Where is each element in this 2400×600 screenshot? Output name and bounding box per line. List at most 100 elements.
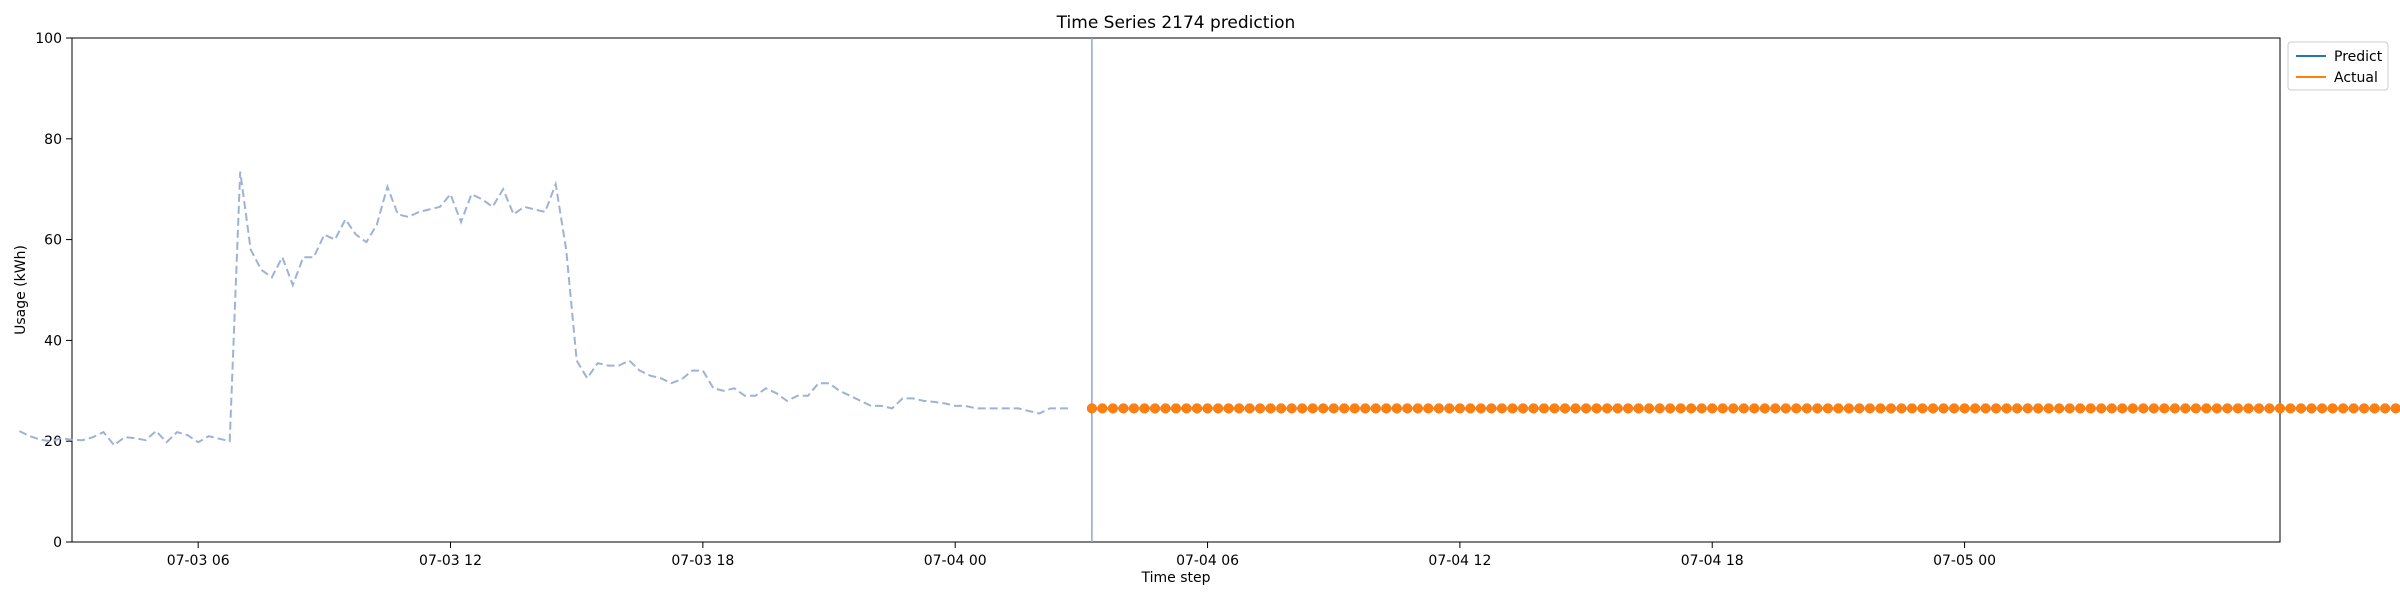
data-point: [2001, 403, 2012, 414]
data-point: [2169, 403, 2180, 414]
data-point: [1465, 403, 1476, 414]
data-point: [1738, 403, 1749, 414]
data-point: [2138, 403, 2149, 414]
data-point: [2264, 403, 2275, 414]
series-actual: [1086, 403, 2400, 414]
x-tick-label: 07-03 06: [167, 553, 230, 569]
history-line: [18, 171, 1071, 447]
y-tick-label: 60: [44, 233, 62, 249]
data-point: [1433, 403, 1444, 414]
data-point: [1118, 403, 1129, 414]
data-point: [1171, 403, 1181, 414]
data-point: [1696, 403, 1707, 414]
data-point: [1896, 403, 1907, 414]
chart-title: Time Series 2174 prediction: [1056, 13, 1296, 33]
data-point: [1518, 403, 1528, 414]
data-point: [1507, 403, 1518, 414]
data-point: [1528, 403, 1539, 414]
data-point: [1444, 403, 1455, 414]
data-point: [1423, 403, 1434, 414]
data-point: [1907, 403, 1917, 414]
data-point: [2232, 403, 2243, 414]
data-point: [2075, 403, 2086, 414]
x-axis: 07-03 06 07-03 12 07-03 18 07-04 00 07-04 06…: [167, 542, 1996, 569]
x-tick-label: 07-04 06: [1176, 553, 1239, 569]
data-point: [2148, 403, 2159, 414]
data-point: [1349, 403, 1360, 414]
data-point: [2338, 403, 2349, 414]
data-point: [1886, 403, 1896, 414]
data-point: [1255, 403, 1266, 414]
data-point: [1675, 403, 1686, 414]
data-point: [1633, 403, 1644, 414]
data-point: [1086, 403, 1097, 414]
data-point: [2390, 403, 2400, 414]
data-point: [1370, 403, 1381, 414]
data-point: [2243, 403, 2254, 414]
data-point: [1244, 403, 1255, 414]
y-tick-label: 0: [53, 535, 62, 551]
data-point: [1297, 403, 1308, 414]
data-point: [1107, 403, 1118, 414]
data-point: [1665, 403, 1676, 414]
data-point: [2275, 403, 2285, 414]
data-point: [1801, 403, 1812, 414]
data-point: [2327, 403, 2338, 414]
data-point: [1286, 403, 1297, 414]
data-point: [2022, 403, 2033, 414]
data-point: [1454, 403, 1465, 414]
data-point: [2222, 403, 2233, 414]
data-point: [2064, 403, 2075, 414]
data-point: [1875, 403, 1886, 414]
data-point: [1623, 403, 1634, 414]
data-point: [1591, 403, 1602, 414]
data-point: [1833, 403, 1844, 414]
data-point: [1717, 403, 1728, 414]
y-tick-label: 20: [44, 434, 62, 450]
data-point: [1843, 403, 1854, 414]
data-point: [1864, 403, 1875, 414]
data-point: [1654, 403, 1665, 414]
data-point: [1202, 403, 1213, 414]
data-point: [1560, 403, 1570, 414]
data-point: [1265, 403, 1276, 414]
legend-entry-actual: Actual: [2334, 70, 2378, 86]
x-tick-label: 07-04 18: [1681, 553, 1744, 569]
data-point: [2306, 403, 2317, 414]
data-point: [2348, 403, 2359, 414]
data-point: [1213, 403, 1224, 414]
x-tick-label: 07-04 00: [924, 553, 987, 569]
data-point: [1307, 403, 1318, 414]
data-point: [2012, 403, 2023, 414]
legend-entry-predict: Predict: [2334, 49, 2383, 65]
x-tick-label: 07-03 12: [419, 553, 482, 569]
data-point: [1822, 403, 1833, 414]
y-tick-label: 100: [35, 31, 62, 47]
data-point: [1549, 403, 1560, 414]
data-point: [1749, 403, 1760, 414]
data-point: [1949, 403, 1960, 414]
data-point: [1917, 403, 1928, 414]
y-tick-label: 80: [44, 132, 62, 148]
data-point: [2254, 403, 2264, 414]
data-point: [1402, 403, 1413, 414]
data-point: [1412, 403, 1423, 414]
data-point: [1938, 403, 1949, 414]
data-point: [1160, 403, 1171, 414]
data-point: [1812, 403, 1823, 414]
data-point: [1391, 403, 1402, 414]
data-point: [1728, 403, 1739, 414]
data-point: [1181, 403, 1192, 414]
data-point: [1360, 403, 1371, 414]
data-point: [1644, 403, 1655, 414]
data-point: [1276, 403, 1287, 414]
data-point: [2117, 403, 2128, 414]
data-point: [1496, 403, 1507, 414]
data-point: [1780, 403, 1791, 414]
data-point: [2033, 403, 2044, 414]
data-point: [1318, 403, 1329, 414]
data-point: [1475, 403, 1486, 414]
plot-area-frame: [71, 37, 2281, 543]
data-point: [1328, 403, 1339, 414]
legend: Predict Actual: [2287, 41, 2389, 91]
